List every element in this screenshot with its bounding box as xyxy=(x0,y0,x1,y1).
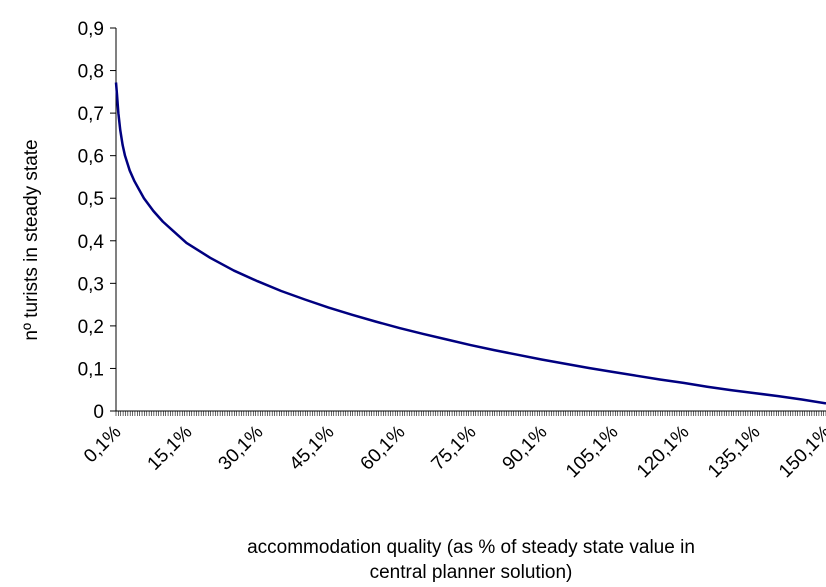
x-tick-label: 120,1% xyxy=(633,422,693,482)
x-tick-label: 150,1% xyxy=(775,422,826,482)
x-tick-label: 60,1% xyxy=(357,422,410,475)
y-tick-label: 0,7 xyxy=(78,104,104,125)
series-line xyxy=(114,82,826,405)
y-tick-label: 0,5 xyxy=(78,189,104,210)
x-tick-label: 30,1% xyxy=(215,422,268,475)
x-tick-label: 45,1% xyxy=(286,422,339,475)
y-tick-label: 0,9 xyxy=(78,19,104,40)
y-tick-label: 0 xyxy=(93,402,104,423)
y-tick-label: 0,1 xyxy=(78,359,104,380)
x-axis: 0,1% 15,1% 30,1% 45,1% 60,1% 75,1% 90,1% 105,1%… xyxy=(80,410,826,482)
y-axis-title: nº turists in steady state xyxy=(21,139,42,340)
y-tick-label: 0,6 xyxy=(78,147,104,168)
y-tick-label: 0,8 xyxy=(78,62,104,83)
series-group xyxy=(114,82,826,405)
y-tick-label: 0,4 xyxy=(78,232,105,253)
y-axis: 0 0,1 0,2 0,3 0,4 0,5 0,6 0,7 0,8 0,9 xyxy=(78,19,117,423)
x-minor-ticks xyxy=(115,411,826,416)
x-tick-label: 135,1% xyxy=(704,422,764,482)
x-axis-title-line-1: accommodation quality (as % of steady st… xyxy=(247,537,695,558)
x-tick-label: 0,1% xyxy=(80,422,126,468)
x-axis-title-line-2: central planner solution) xyxy=(370,562,573,583)
x-tick-label: 105,1% xyxy=(562,422,622,482)
y-tick-label: 0,2 xyxy=(78,317,104,338)
x-tick-label: 90,1% xyxy=(499,422,552,475)
x-tick-label: 75,1% xyxy=(428,422,481,475)
x-tick-label: 15,1% xyxy=(144,422,197,475)
y-tick-label: 0,3 xyxy=(78,274,104,295)
